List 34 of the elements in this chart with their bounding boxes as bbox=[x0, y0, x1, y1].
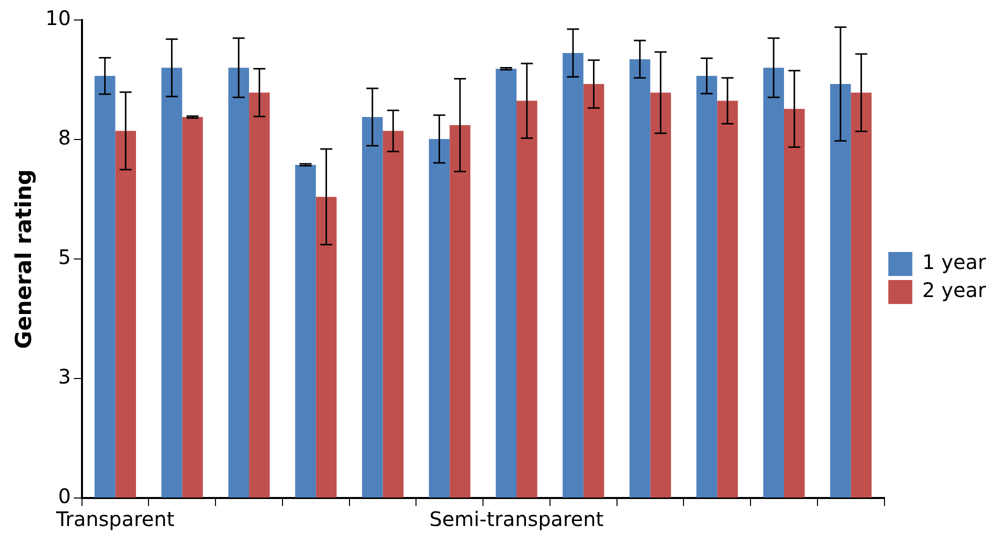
legend-label: 2 year bbox=[922, 278, 987, 302]
bar bbox=[630, 59, 650, 498]
bar bbox=[696, 76, 718, 498]
bar bbox=[850, 92, 872, 498]
x-tick-label: Transparent bbox=[55, 507, 175, 532]
bar bbox=[249, 92, 270, 498]
y-axis-title: General rating bbox=[12, 169, 37, 349]
bar bbox=[717, 100, 738, 498]
x-tick-label: Semi-transparent bbox=[429, 507, 604, 532]
bar bbox=[784, 108, 805, 498]
bar bbox=[763, 68, 784, 498]
bar bbox=[382, 130, 404, 498]
y-tick-label: 0 bbox=[58, 484, 71, 508]
bar bbox=[562, 52, 584, 498]
bar bbox=[115, 130, 136, 498]
bar bbox=[496, 68, 517, 498]
y-tick-label: 5 bbox=[58, 245, 71, 270]
bar bbox=[428, 139, 450, 498]
bar bbox=[228, 68, 250, 498]
bar bbox=[362, 117, 383, 498]
bar bbox=[161, 68, 182, 498]
y-tick-label: 3 bbox=[58, 364, 71, 389]
bar bbox=[295, 164, 316, 498]
bar bbox=[830, 84, 851, 498]
bar bbox=[450, 125, 470, 498]
bar bbox=[650, 92, 671, 498]
bar bbox=[316, 196, 337, 498]
bar bbox=[182, 117, 203, 498]
legend-label: 1 year bbox=[922, 250, 987, 274]
y-tick-label: 8 bbox=[58, 126, 71, 150]
bar bbox=[94, 76, 116, 498]
y-tick-label: 10 bbox=[45, 6, 71, 30]
bar bbox=[583, 84, 604, 498]
bar bbox=[516, 100, 538, 498]
